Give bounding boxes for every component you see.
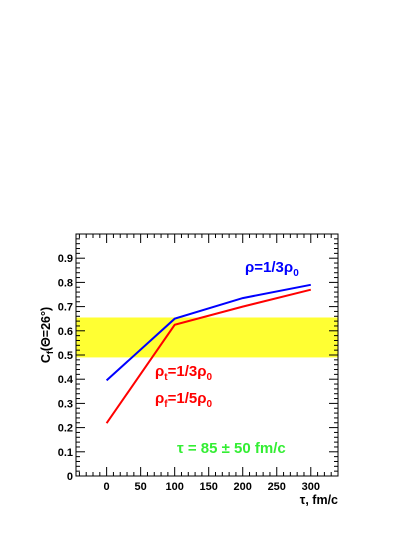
annotation-red-2: ρf=1/5ρ0	[155, 390, 213, 410]
ticks: 0 0.1 0.2 0.3 0.4 0.5 0.6 0.7 0.8 0.9 0 50 100 150 200…	[58, 234, 339, 493]
x-tick-label: 250	[268, 481, 286, 493]
y-axis-label-main: C	[39, 354, 53, 363]
x-tick-label: 100	[165, 481, 183, 493]
series-line-0	[105, 283, 311, 382]
y-tick-label: 0.8	[58, 277, 73, 289]
y-tick-label: 0.1	[58, 447, 73, 459]
x-tick-label: 200	[234, 481, 252, 493]
plot-frame	[75, 233, 339, 477]
svg-text:Cf(Θ=26°): Cf(Θ=26°)	[39, 307, 55, 363]
series-line-1	[105, 288, 312, 424]
annotation-red-1: ρt=1/3ρ0	[155, 363, 213, 383]
annotation-blue: ρ=1/3ρ0	[245, 259, 299, 279]
annotation-tau: τ = 85 ± 50 fm/c	[177, 440, 286, 457]
y-tick-label: 0.2	[58, 423, 73, 435]
band-region	[76, 317, 338, 358]
x-axis-label: τ, fm/c	[300, 493, 338, 507]
y-tick-label: 0.9	[58, 253, 73, 265]
y-tick-label: 0	[67, 471, 73, 483]
x-tick-label: 150	[200, 481, 218, 493]
y-tick-label: 0.5	[58, 350, 73, 362]
x-tick-label: 300	[302, 481, 320, 493]
x-tick-label: 0	[104, 481, 110, 493]
y-tick-label: 0.7	[58, 302, 73, 314]
series-layer	[105, 283, 312, 424]
y-axis-label-rest: (Θ=26°)	[39, 307, 53, 351]
y-tick-label: 0.4	[58, 374, 74, 386]
y-tick-label: 0.6	[58, 326, 73, 338]
y-axis-label: Cf(Θ=26°)	[39, 307, 55, 363]
y-axis-label-sub: f	[45, 350, 55, 354]
y-tick-label: 0.3	[58, 398, 73, 410]
x-tick-label: 50	[135, 481, 147, 493]
